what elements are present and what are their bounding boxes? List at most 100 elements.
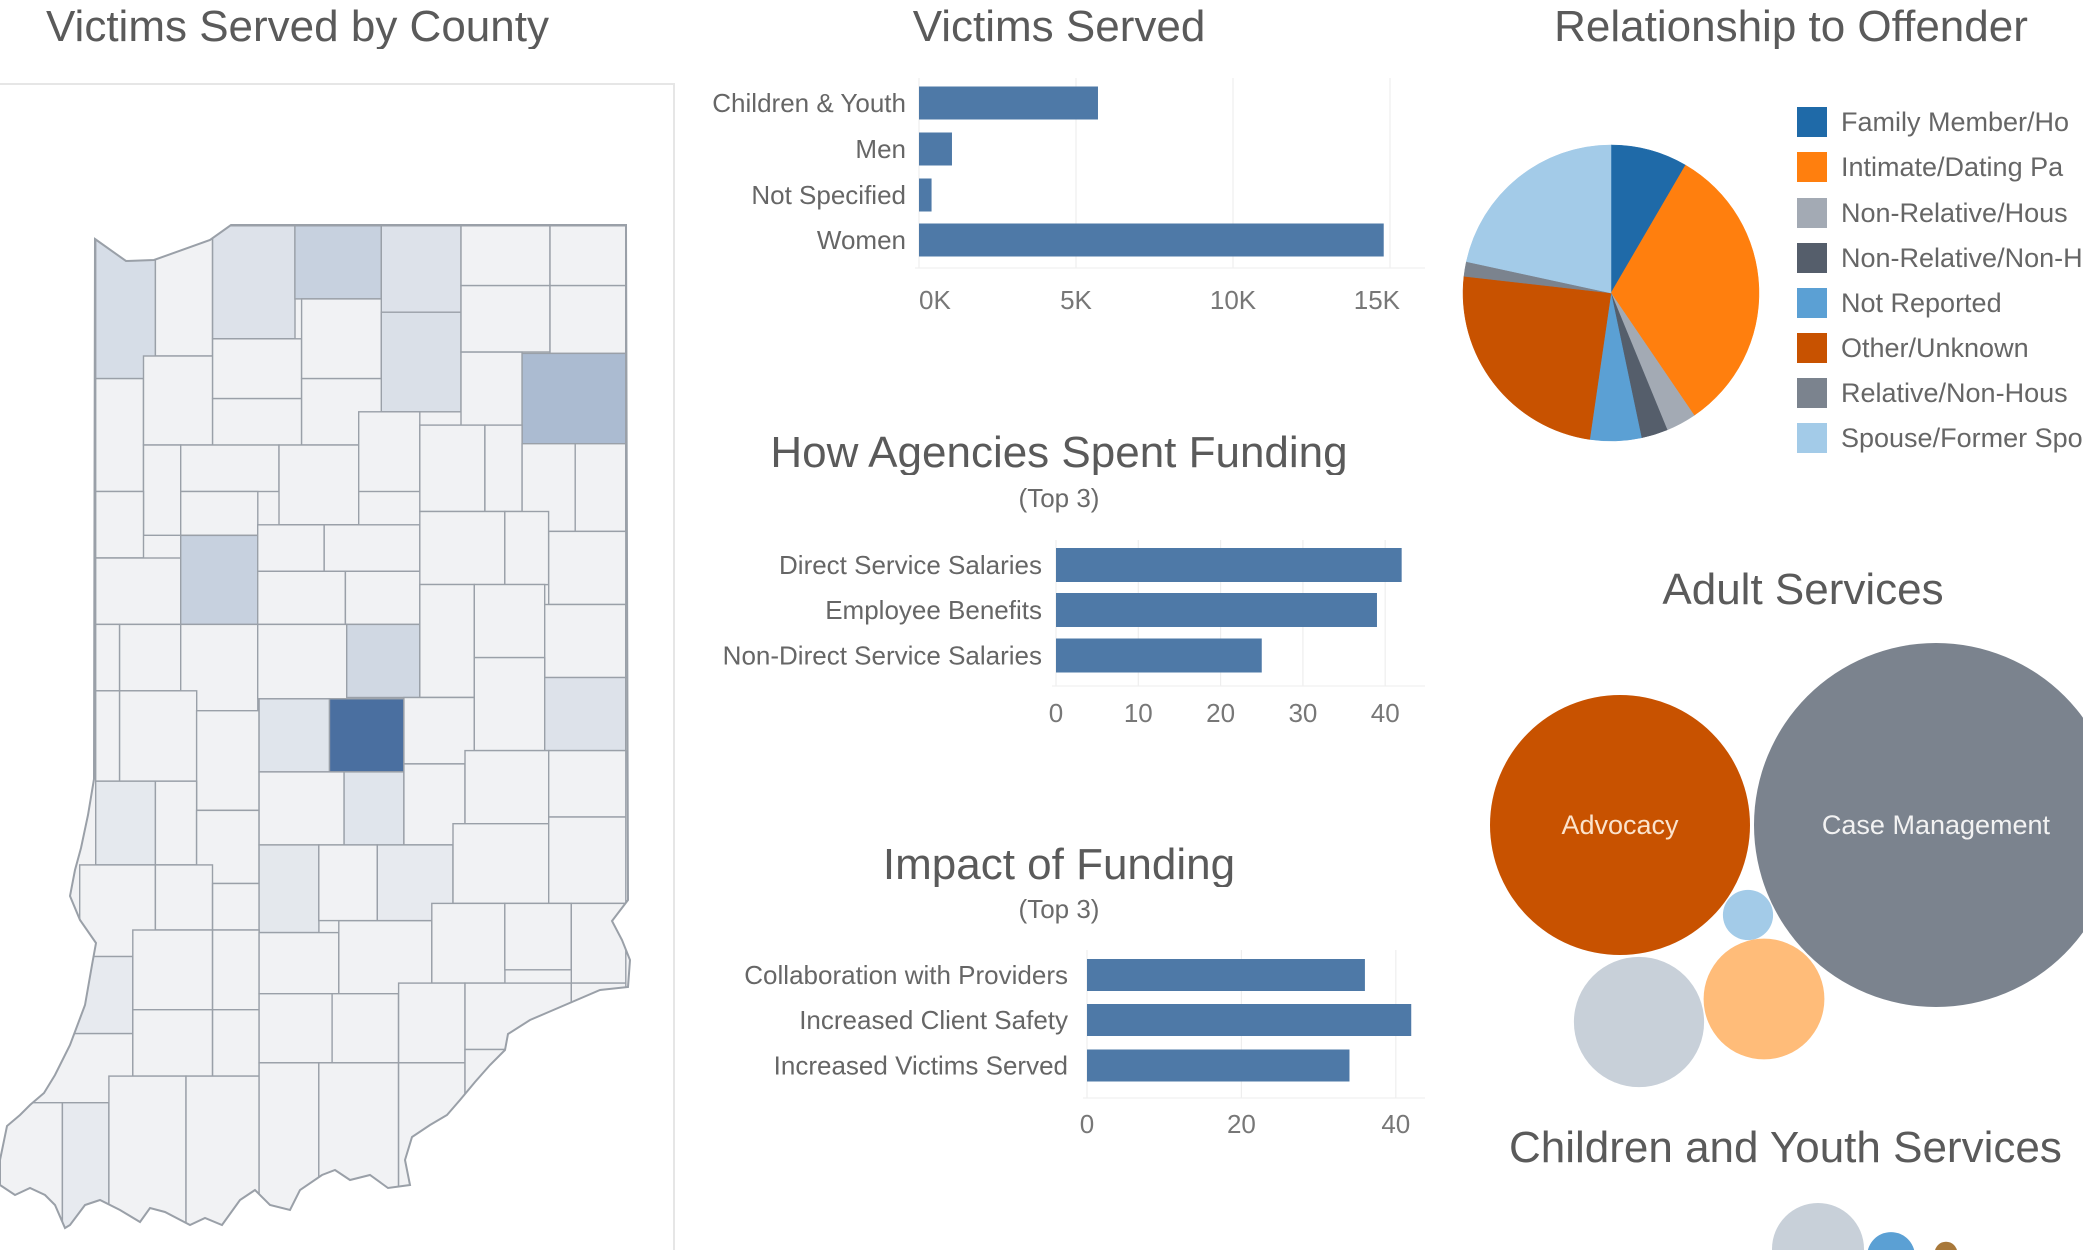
county[interactable] [549,225,627,287]
county[interactable] [211,225,296,340]
funding-spent-title: How Agencies Spent Funding [770,431,1348,475]
bar[interactable] [1056,548,1402,582]
legend-swatch [1797,198,1827,228]
legend-swatch [1797,378,1827,408]
county[interactable] [504,510,550,586]
children-youth-services-title: Children and Youth Services [1509,1126,2062,1170]
legend-swatch [1797,107,1827,137]
children-youth-bubbles [1772,1203,1957,1250]
pie-slice[interactable] [1610,164,1760,416]
legend-swatch [1797,288,1827,318]
tick-label: 10 [1124,698,1153,728]
county[interactable] [464,749,550,825]
county[interactable] [549,284,627,355]
county[interactable] [460,225,551,287]
county[interactable] [211,1009,260,1077]
county[interactable] [452,823,550,905]
county[interactable] [380,311,462,413]
tick-label: 20 [1206,698,1235,728]
bubble[interactable] [1935,1241,1958,1250]
legend-label: Family Member/Ho [1841,107,2070,137]
bubble[interactable] [1490,695,1750,955]
county[interactable] [397,982,466,1064]
county[interactable] [419,510,506,586]
county[interactable] [548,530,627,606]
county[interactable] [179,490,259,536]
legend-item[interactable]: Non-Relative/Non-H [1797,242,2083,274]
county[interactable] [257,570,347,626]
tick-label: 10K [1210,285,1257,315]
county[interactable] [323,524,421,572]
tick-label: 5K [1060,285,1092,315]
county[interactable] [108,1075,187,1242]
bar[interactable] [919,132,952,166]
county[interactable] [118,690,198,782]
tick-label: 20 [1227,1109,1256,1139]
bar[interactable] [1087,1049,1350,1082]
pie-slice[interactable] [1462,276,1612,440]
county[interactable] [473,583,546,659]
legend-item[interactable]: Non-Relative/Hous [1797,197,2083,229]
county[interactable] [257,524,325,572]
map-panel [0,83,675,1250]
county[interactable] [343,771,405,846]
county[interactable] [154,780,198,866]
bar[interactable] [1056,638,1262,673]
county[interactable] [318,844,378,922]
legend-item[interactable]: Not Reported [1797,287,2083,319]
county[interactable] [346,623,421,699]
county[interactable] [358,411,421,493]
category-label: Direct Service Salaries [779,550,1042,580]
bar[interactable] [1087,959,1365,991]
bubble[interactable] [1703,938,1825,1060]
legend-item[interactable]: Spouse/Former Spo [1797,422,2083,454]
legend-item[interactable]: Family Member/Ho [1797,106,2083,138]
county[interactable] [211,929,260,1011]
category-label: Women [817,225,906,255]
bar[interactable] [1087,1004,1412,1036]
county[interactable] [258,698,331,773]
bar[interactable] [919,86,1098,120]
bar[interactable] [919,223,1384,257]
category-label: Increased Client Safety [799,1005,1068,1035]
category-label: Children & Youth [712,88,906,118]
county[interactable] [431,902,506,984]
county[interactable] [258,993,333,1064]
county[interactable] [94,557,182,626]
county[interactable] [548,749,627,818]
adult-services-bubbles: Advocacy Case Management [1490,643,2083,1088]
bar[interactable] [919,178,932,212]
legend-label: Relative/Non-Hous [1841,378,2068,408]
tick-label: 0 [1049,698,1063,728]
bubble[interactable] [1573,956,1705,1088]
legend-swatch [1797,333,1827,363]
legend-swatch [1797,243,1827,273]
bubble-label: Advocacy [1561,810,1679,840]
impact-subtitle: (Top 3) [1018,894,1100,924]
county[interactable] [544,603,627,679]
county[interactable] [521,352,627,445]
county[interactable] [460,284,551,353]
county[interactable] [419,424,486,513]
county[interactable] [344,570,421,626]
indiana-county-map[interactable] [0,0,672,1250]
county[interactable] [338,920,433,995]
bubble[interactable] [1754,643,2083,1007]
bar[interactable] [1056,593,1377,627]
pie-slice[interactable] [1466,144,1612,294]
bubble[interactable] [1772,1203,1864,1250]
legend-item[interactable]: Relative/Non-Hous [1797,377,2083,409]
legend-item[interactable]: Other/Unknown [1797,332,2083,364]
county[interactable] [195,710,260,812]
county[interactable] [328,698,405,773]
county[interactable] [132,929,214,1011]
tick-label: 0K [919,285,951,315]
county[interactable] [179,444,280,493]
county[interactable] [504,902,572,971]
bubble[interactable] [1867,1232,1915,1250]
tick-label: 40 [1371,698,1400,728]
legend-item[interactable]: Intimate/Dating Pa [1797,151,2083,183]
bubble[interactable] [1722,889,1774,941]
legend-label: Other/Unknown [1841,333,2029,363]
